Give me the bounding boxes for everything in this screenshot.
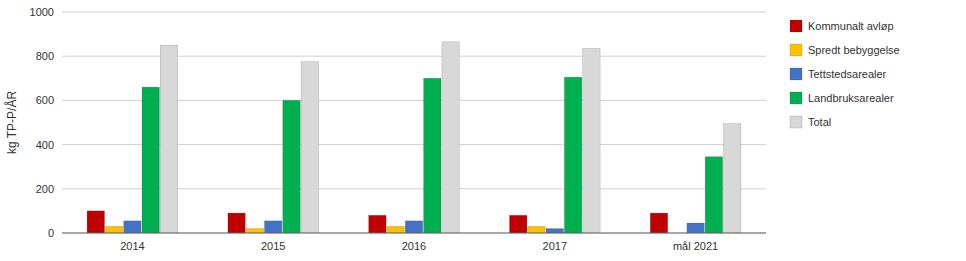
- bar: [528, 226, 545, 233]
- x-axis-line: [62, 233, 766, 234]
- legend-swatch: [790, 116, 802, 128]
- series: [160, 42, 741, 233]
- y-tick-label: 1000: [30, 6, 54, 18]
- x-tick-label: mål 2021: [673, 240, 718, 252]
- x-tick-label: 2015: [261, 240, 285, 252]
- bar: [124, 221, 141, 233]
- grid: [62, 12, 766, 233]
- x-tick-label: 2017: [543, 240, 567, 252]
- bar: [687, 223, 704, 233]
- x-tick-label: 2014: [120, 240, 144, 252]
- bar: [705, 157, 722, 233]
- bar: [424, 78, 441, 233]
- bar: [369, 215, 386, 233]
- bar: [246, 229, 263, 233]
- bar: [724, 124, 741, 233]
- legend-swatch: [790, 68, 802, 80]
- y-axis: 0 200 400 600 800 1000: [30, 6, 54, 239]
- legend-swatch: [790, 20, 802, 32]
- legend-label: Landbruksarealer: [808, 92, 894, 104]
- legend-label: Spredt bebyggelse: [808, 44, 900, 56]
- legend-label: Kommunalt avløp: [808, 20, 894, 32]
- y-tick-label: 200: [36, 183, 54, 195]
- chart-container: 02004006008001000kg TP-P/ÅR2014201520162…: [0, 0, 966, 261]
- bar: [142, 87, 159, 233]
- bar: [301, 62, 318, 233]
- bar: [546, 229, 563, 233]
- legend-label: Tettstedsarealer: [808, 68, 887, 80]
- bar: [87, 211, 104, 233]
- bar: [442, 42, 459, 233]
- y-tick-label: 600: [36, 94, 54, 106]
- chart-svg: 02004006008001000kg TP-P/ÅR2014201520162…: [0, 0, 966, 261]
- x-axis: 2014 2015 2016 2017 mål 2021: [62, 233, 766, 252]
- bar: [405, 221, 422, 233]
- x-tick-label: 2016: [402, 240, 426, 252]
- bar: [265, 221, 282, 233]
- legend: Kommunalt avløp Spredt bebyggelse Tettsted…: [790, 20, 900, 128]
- bar: [228, 213, 245, 233]
- bars: [87, 42, 741, 233]
- grid-line: [62, 12, 766, 13]
- bar: [283, 100, 300, 233]
- y-axis-label: kg TP-P/ÅR: [4, 91, 19, 154]
- y-tick-label: 800: [36, 50, 54, 62]
- grid-line: [62, 233, 766, 234]
- bar: [387, 226, 404, 233]
- bar: [105, 226, 122, 233]
- legend-label: Total: [808, 116, 831, 128]
- y-tick-label: 0: [48, 227, 54, 239]
- y-tick-label: 400: [36, 139, 54, 151]
- series: [124, 221, 705, 233]
- legend-swatch: [790, 44, 802, 56]
- bar: [509, 215, 526, 233]
- series: [142, 77, 723, 233]
- bar: [564, 77, 581, 233]
- bar: [160, 45, 177, 233]
- bar: [583, 48, 600, 233]
- legend-swatch: [790, 92, 802, 104]
- bar: [650, 213, 667, 233]
